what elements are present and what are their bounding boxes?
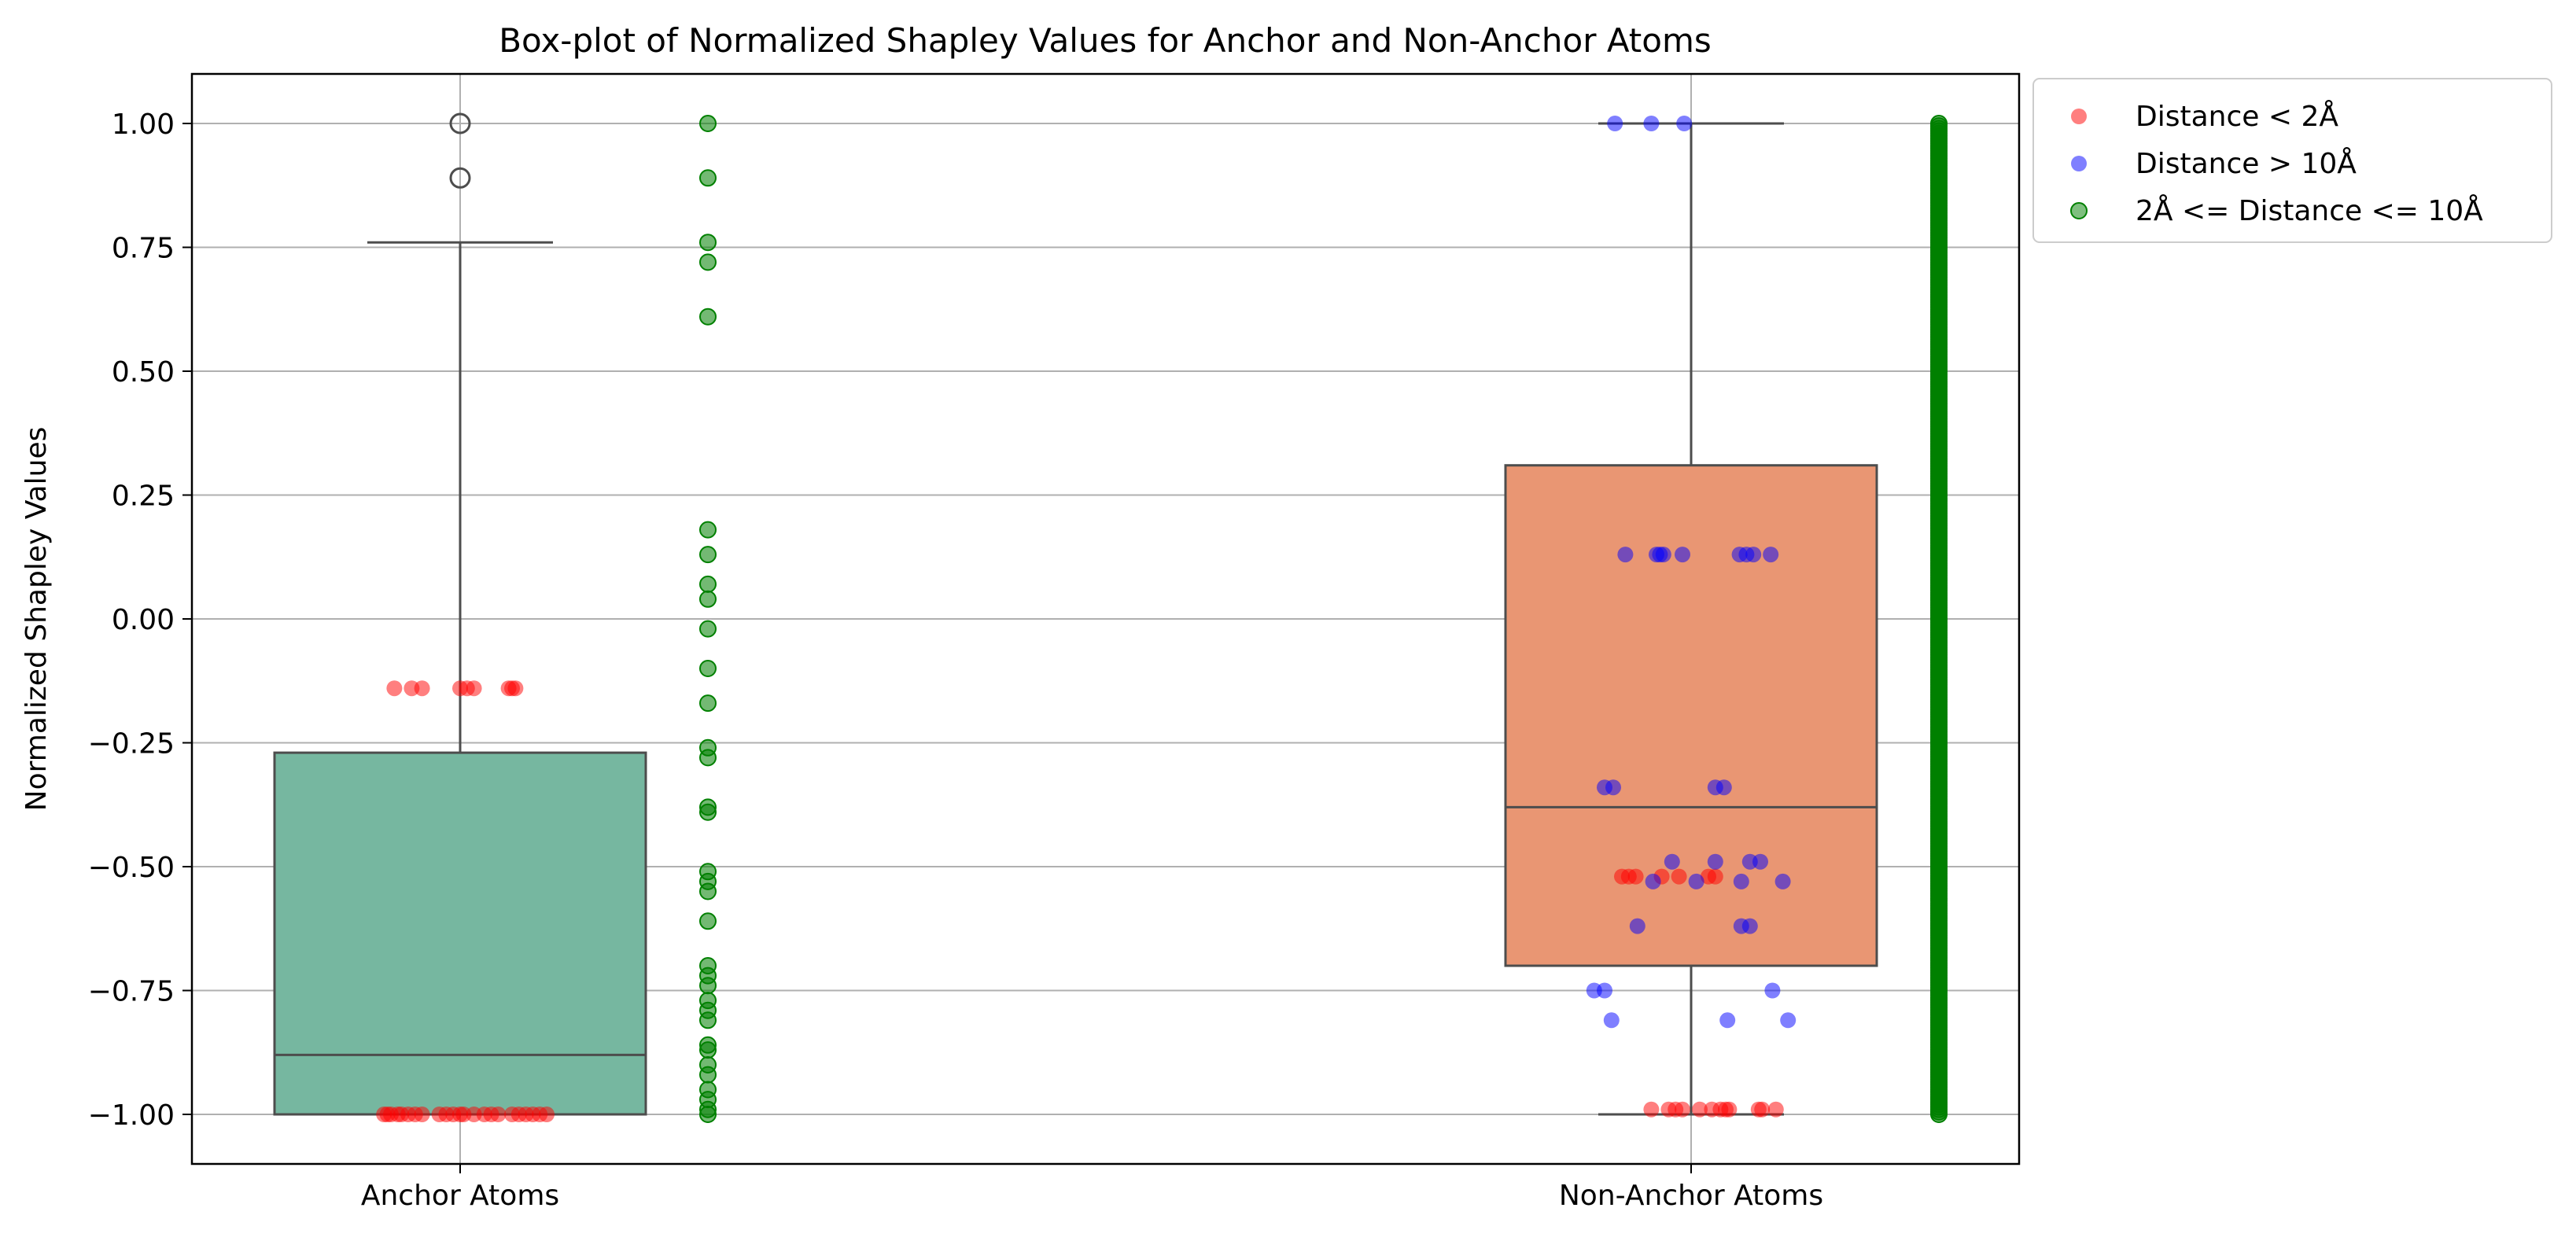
legend-frame — [2032, 78, 2552, 243]
y-tick-label: 0.00 — [112, 604, 175, 636]
data-point — [1645, 873, 1661, 889]
data-point — [1774, 873, 1791, 889]
data-point — [1741, 918, 1758, 934]
legend-label-distance-lt-2: Distance < 2Å — [2136, 99, 2338, 133]
data-point — [699, 1106, 717, 1123]
data-point — [414, 1107, 430, 1122]
y-tick-label: 0.75 — [112, 233, 175, 265]
x-axis: Anchor Atoms Non-Anchor Atoms — [361, 1164, 1823, 1212]
outlier-point — [449, 167, 471, 189]
data-point — [414, 680, 430, 697]
data-point — [386, 680, 403, 697]
data-point — [1752, 853, 1768, 870]
data-point — [699, 546, 717, 564]
data-point — [699, 590, 717, 608]
data-point — [699, 1041, 717, 1059]
data-point — [1754, 1101, 1771, 1118]
y-tick-label: −0.50 — [88, 852, 175, 884]
legend: Distance < 2Å Distance > 10Å 2Å <= Dista… — [2032, 78, 2552, 243]
y-tick-label: −0.25 — [88, 728, 175, 760]
data-point — [1763, 547, 1779, 563]
outlier-point — [449, 112, 471, 134]
data-point — [699, 660, 717, 677]
data-point — [1605, 779, 1621, 796]
data-point — [1715, 779, 1732, 796]
data-point — [1764, 982, 1781, 999]
data-point — [699, 803, 717, 821]
data-point — [699, 620, 717, 638]
data-point — [699, 307, 717, 326]
y-tick-label: −0.75 — [88, 976, 175, 1008]
x-tick-label: Non-Anchor Atoms — [1559, 1180, 1823, 1212]
data-point — [699, 115, 717, 132]
data-point — [699, 253, 717, 271]
data-point — [1607, 116, 1623, 131]
data-point — [1643, 1101, 1660, 1118]
box-iqr — [1504, 464, 1878, 967]
data-point — [1733, 873, 1749, 889]
x-tick-label: Anchor Atoms — [361, 1180, 559, 1212]
data-point — [699, 882, 717, 900]
data-point — [1675, 1101, 1690, 1118]
y-tick-label: 1.00 — [112, 109, 175, 141]
data-point — [1745, 547, 1762, 563]
legend-label-distance-between: 2Å <= Distance <= 10Å — [2136, 193, 2483, 227]
data-point — [1692, 1101, 1708, 1118]
data-point — [699, 521, 717, 539]
chart-title: Box-plot of Normalized Shapley Values fo… — [499, 21, 1712, 60]
data-point — [1629, 918, 1645, 934]
y-tick-label: −1.00 — [88, 1099, 175, 1132]
data-point — [699, 912, 717, 930]
data-point — [1675, 547, 1690, 563]
legend-label-distance-gt-10: Distance > 10Å — [2136, 146, 2357, 180]
data-point — [1597, 982, 1612, 999]
data-point — [1643, 116, 1660, 131]
data-point — [1617, 547, 1634, 563]
data-point — [1671, 868, 1687, 885]
data-point — [699, 169, 717, 187]
data-point — [1767, 1101, 1784, 1118]
data-point — [1664, 853, 1680, 870]
data-point — [699, 977, 717, 995]
data-point — [1930, 115, 1948, 132]
point-layer — [376, 115, 1948, 1123]
data-point — [699, 1011, 717, 1029]
data-point — [1707, 868, 1723, 885]
box-layer — [273, 112, 1878, 1116]
legend-marker-red — [2071, 109, 2087, 124]
data-point — [1719, 1012, 1736, 1029]
y-tick-label: 0.25 — [112, 481, 175, 513]
data-point — [1676, 116, 1693, 131]
data-point — [1688, 873, 1704, 889]
data-point — [699, 1066, 717, 1084]
legend-marker-blue — [2071, 156, 2087, 171]
data-point — [507, 680, 524, 697]
data-point — [1627, 868, 1644, 885]
data-point — [539, 1107, 555, 1122]
data-point — [699, 694, 717, 713]
data-point — [1655, 547, 1671, 563]
y-tick-label: 0.50 — [112, 356, 175, 389]
data-point — [699, 749, 717, 767]
data-point — [699, 575, 717, 593]
data-point — [1721, 1101, 1738, 1118]
data-point — [466, 680, 482, 697]
y-axis: 1.00 0.75 0.50 0.25 0.00 −0.25 −0.50 −0.75 −1.00 — [88, 109, 192, 1132]
data-point — [699, 234, 717, 252]
y-axis-label: Normalized Shapley Values — [20, 427, 53, 812]
data-point — [490, 1107, 507, 1122]
data-point — [1780, 1012, 1797, 1029]
data-point — [1603, 1012, 1620, 1029]
legend-marker-green — [2070, 202, 2088, 219]
box-iqr — [273, 751, 647, 1116]
data-point — [1707, 853, 1723, 870]
